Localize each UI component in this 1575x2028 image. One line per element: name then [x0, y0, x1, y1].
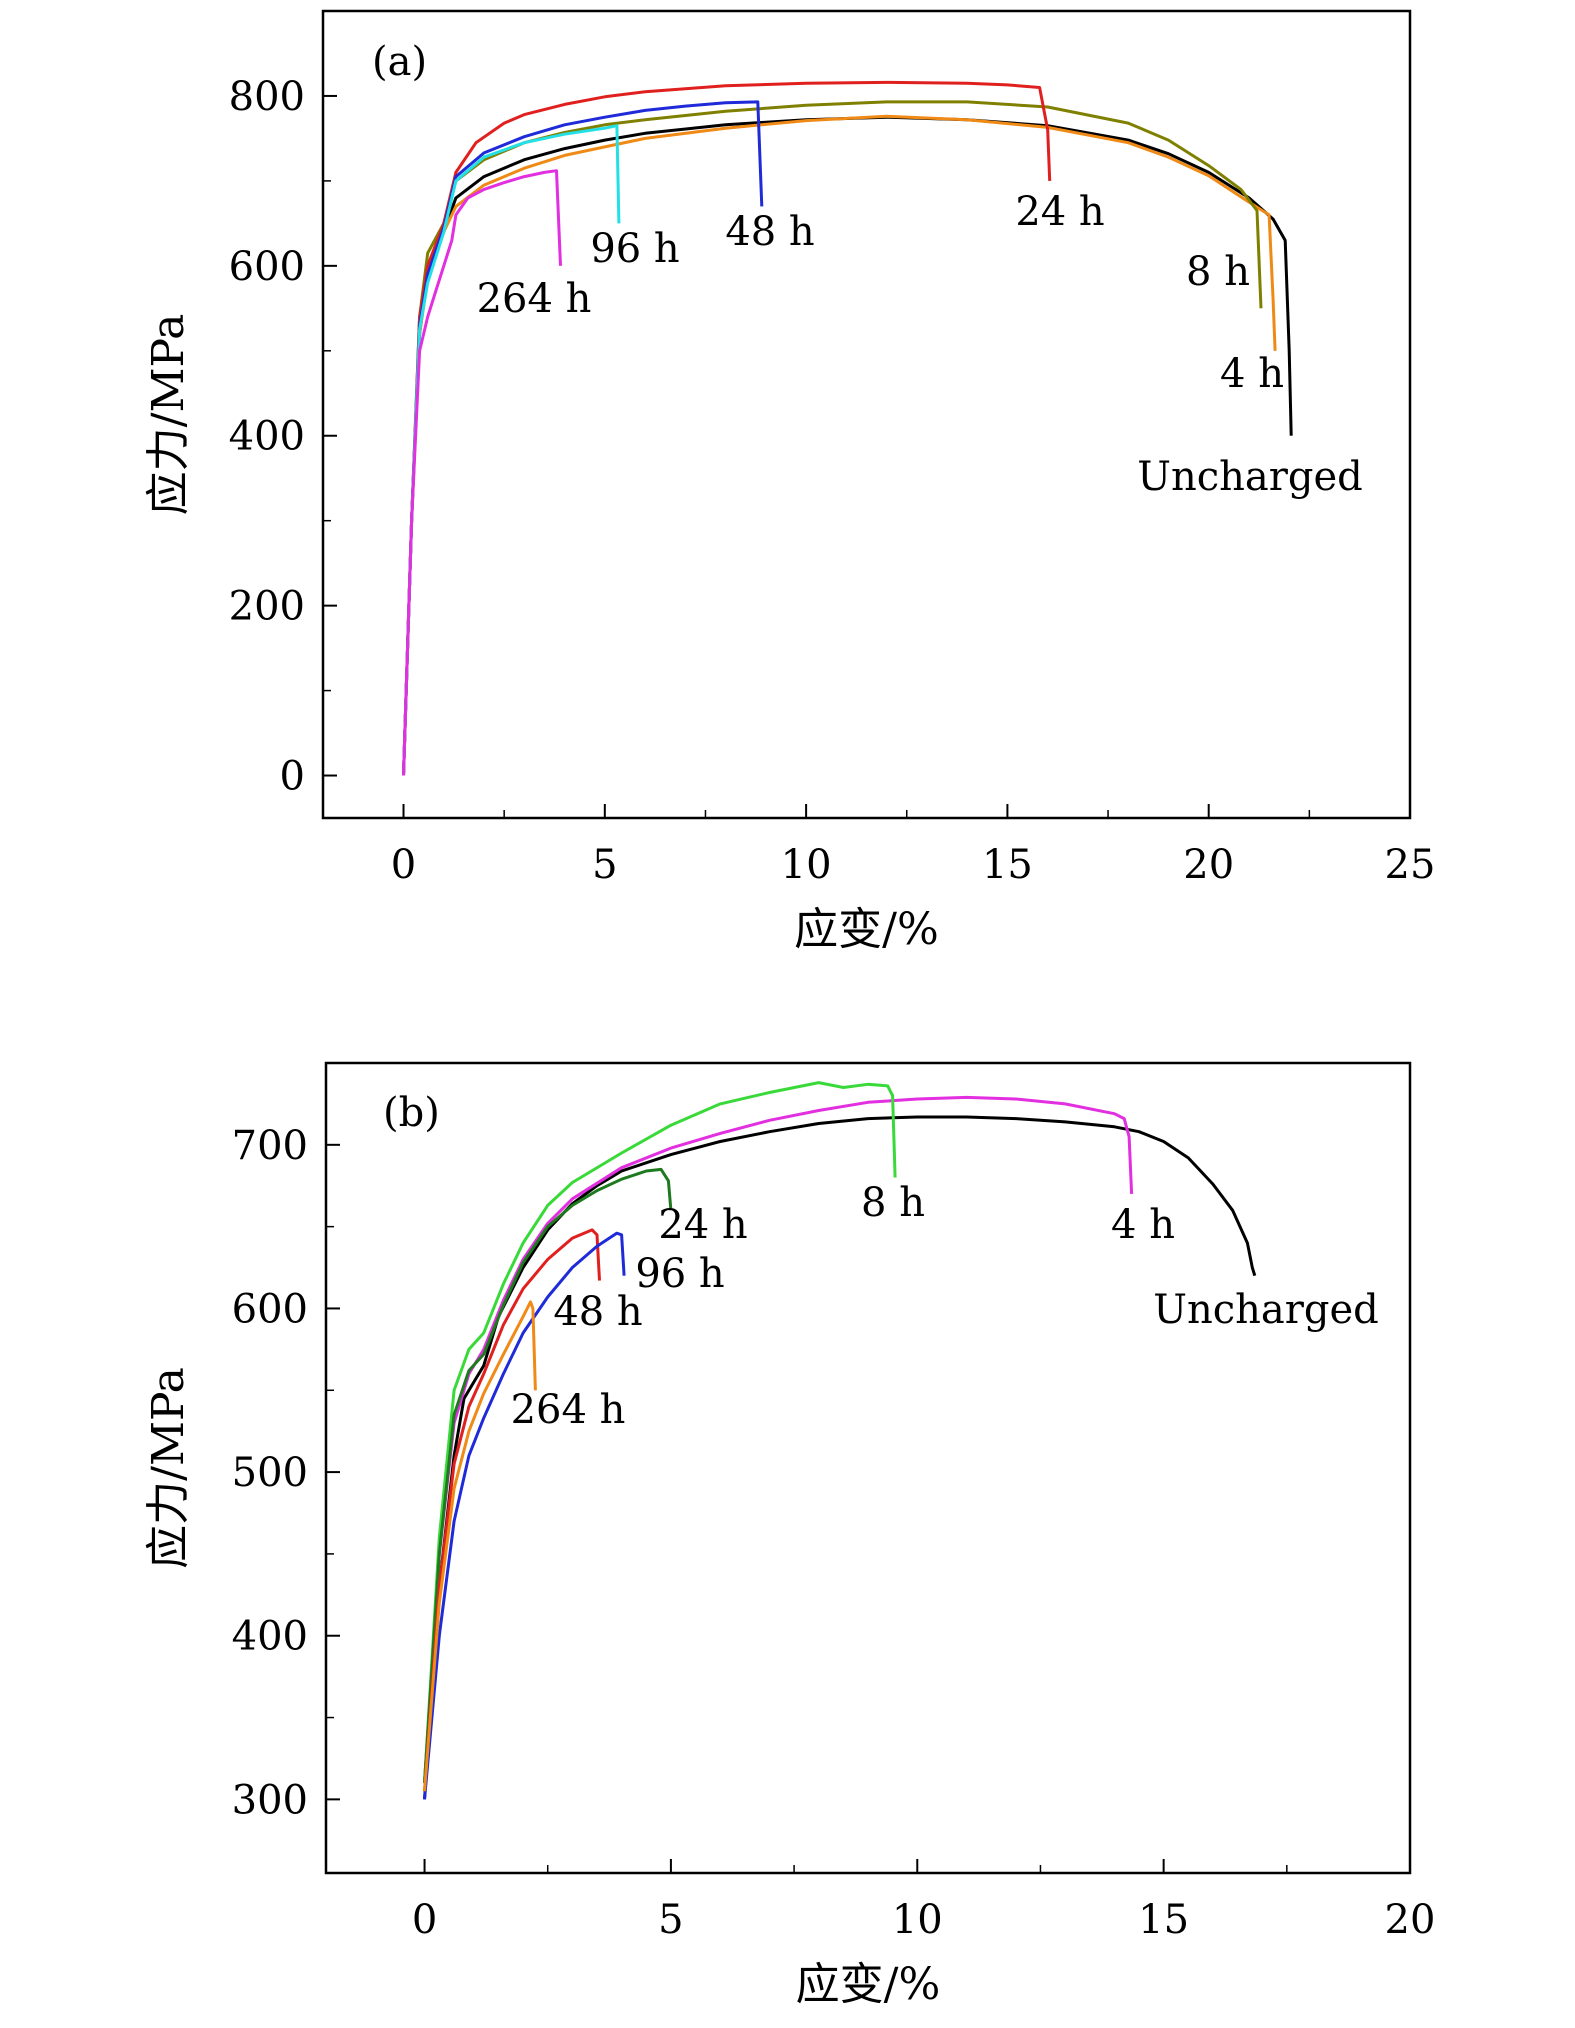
curve-label: 8 h	[861, 1180, 925, 1226]
curve-label: 24 h	[1015, 189, 1104, 235]
x-tick-label: 15	[982, 842, 1033, 888]
x-tick-label: 5	[658, 1897, 683, 1943]
x-tick-label: 20	[1183, 842, 1234, 888]
x-tick-label: 0	[412, 1897, 437, 1943]
x-axis-title: 应变/%	[794, 904, 939, 955]
series-line-uncharged	[423, 1115, 1257, 1800]
series-line-uncharged	[402, 115, 1293, 776]
series-line-4-h	[402, 114, 1277, 776]
y-axis-title: 应力/MPa	[143, 1367, 194, 1569]
curve-label: 48 h	[553, 1289, 642, 1335]
y-tick-label: 400	[229, 414, 305, 460]
y-tick-label: 600	[232, 1286, 308, 1332]
y-tick-label: 0	[280, 754, 305, 800]
curve-label: 96 h	[590, 226, 679, 272]
series-line-96-h	[423, 1231, 626, 1800]
x-tick-label: 20	[1385, 1897, 1436, 1943]
series-line-48-h	[402, 100, 764, 776]
y-axis-title: 应力/MPa	[143, 314, 194, 516]
series-line-4-h	[423, 1095, 1134, 1784]
series-line-24-h	[402, 80, 1052, 776]
x-tick-label: 0	[391, 842, 416, 888]
curve-label: 48 h	[725, 209, 814, 255]
x-tick-label: 5	[592, 842, 617, 888]
curve-label: 264 h	[477, 276, 592, 322]
x-tick-label: 15	[1138, 1897, 1189, 1943]
curve-label: 264 h	[511, 1387, 626, 1433]
y-tick-label: 600	[229, 244, 305, 290]
curve-label: Uncharged	[1153, 1287, 1379, 1333]
panel-a: 0 5 10 15 20 25 0 200 400 600 800 应变/% 应力/MPa (a) Unch…	[143, 9, 1436, 955]
series-line-48-h	[423, 1228, 601, 1792]
series-line-264-h	[423, 1300, 537, 1792]
y-tick-label: 500	[232, 1450, 308, 1496]
series-line-8-h	[423, 1081, 897, 1784]
panel-b: 0 5 10 15 20 300 400 500 600 700 应变/% 应力/MPa (b) Unch…	[143, 1061, 1436, 2010]
curve-label: 4 h	[1220, 351, 1284, 397]
y-tick-label: 800	[229, 74, 305, 120]
series-line-24-h	[423, 1167, 673, 1784]
series-line-8-h	[402, 100, 1263, 776]
y-tick-label: 700	[232, 1123, 308, 1169]
curve-label: 8 h	[1186, 249, 1250, 295]
y-tick-label: 300	[232, 1777, 308, 1823]
curve-label: 4 h	[1111, 1202, 1175, 1248]
y-tick-label: 400	[232, 1614, 308, 1660]
plot-frame	[324, 1061, 1412, 1875]
curve-label: 96 h	[635, 1251, 724, 1297]
series-line-264-h	[402, 169, 562, 776]
plot-frame	[321, 9, 1412, 820]
panel-label: (a)	[372, 39, 427, 85]
y-tick-label: 200	[229, 584, 305, 630]
curve-label: 24 h	[658, 1202, 747, 1248]
x-tick-label: 25	[1385, 842, 1436, 888]
x-axis-title: 应变/%	[796, 1959, 941, 2010]
panel-label: (b)	[383, 1090, 440, 1136]
series-line-96-h	[402, 124, 621, 776]
x-tick-label: 10	[781, 842, 832, 888]
x-tick-label: 10	[892, 1897, 943, 1943]
curve-label: Uncharged	[1137, 454, 1363, 500]
